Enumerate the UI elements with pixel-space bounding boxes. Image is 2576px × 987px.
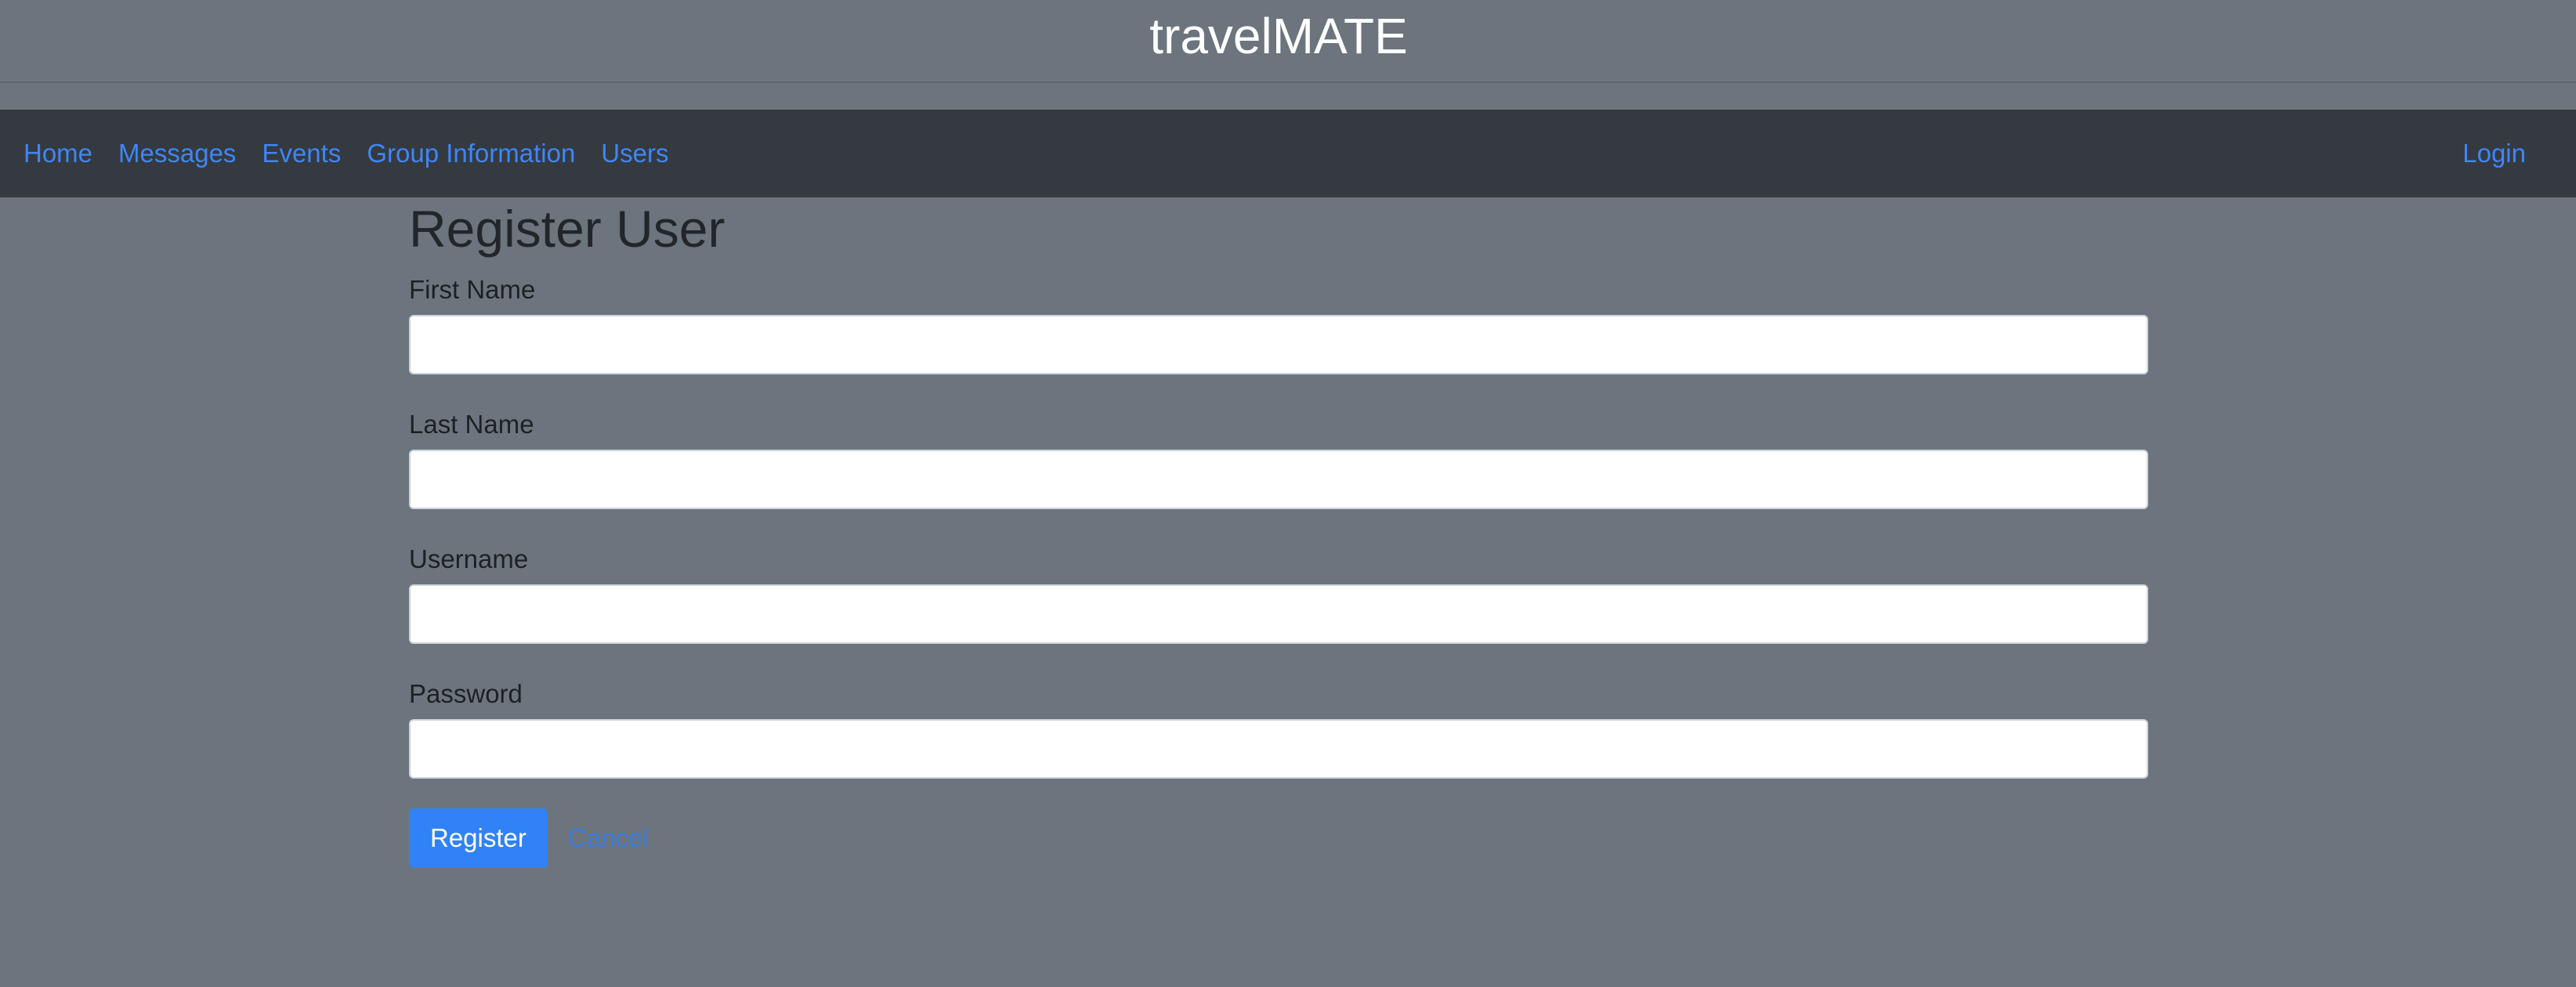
- main-navbar: Home Messages Events Group Information U…: [0, 110, 2576, 197]
- register-form-container: Register User First Name Last Name Usern…: [409, 197, 2148, 868]
- nav-link-users[interactable]: Users: [601, 139, 669, 168]
- last-name-label: Last Name: [409, 410, 534, 439]
- form-actions: Register Cancel: [409, 808, 649, 868]
- nav-right: Login: [2462, 110, 2526, 197]
- nav-link-messages[interactable]: Messages: [118, 139, 237, 168]
- page-title: Register User: [409, 200, 725, 258]
- login-link[interactable]: Login: [2462, 139, 2526, 168]
- password-label: Password: [409, 679, 523, 708]
- cancel-link[interactable]: Cancel: [567, 823, 649, 852]
- username-label: Username: [409, 544, 529, 573]
- last-name-group: Last Name: [409, 409, 2148, 509]
- nav-link-group-information[interactable]: Group Information: [367, 139, 576, 168]
- nav-link-events[interactable]: Events: [262, 139, 342, 168]
- last-name-input[interactable]: [409, 450, 2148, 509]
- first-name-group: First Name: [409, 274, 2148, 374]
- username-group: Username: [409, 544, 2148, 644]
- nav-links: Home Messages Events Group Information U…: [24, 110, 694, 197]
- password-input[interactable]: [409, 719, 2148, 779]
- brand-title: travelMATE: [1149, 8, 1408, 64]
- first-name-input[interactable]: [409, 315, 2148, 374]
- register-button[interactable]: Register: [409, 808, 548, 868]
- first-name-label: First Name: [409, 275, 536, 304]
- username-input[interactable]: [409, 584, 2148, 644]
- nav-link-home[interactable]: Home: [24, 139, 93, 168]
- top-header: travelMATE: [0, 0, 2576, 83]
- password-group: Password: [409, 678, 2148, 779]
